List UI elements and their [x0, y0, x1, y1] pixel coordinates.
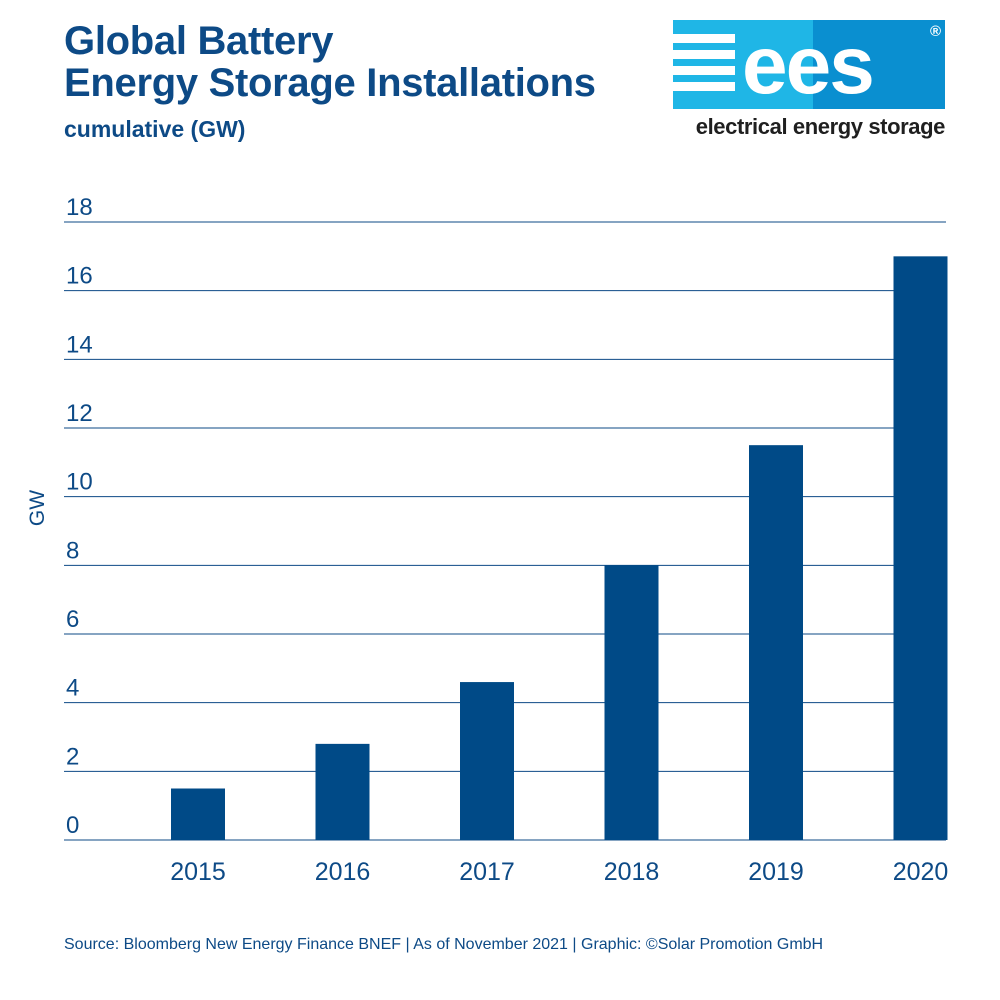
y-tick-label: 16: [66, 263, 93, 290]
y-tick-label: 2: [66, 743, 79, 770]
bar-2016: [315, 743, 370, 840]
y-tick-label: 14: [66, 331, 93, 358]
bar-2020: [893, 256, 948, 840]
chart-subtitle: cumulative (GW): [64, 116, 246, 142]
y-tick-label: 6: [66, 606, 79, 633]
title-line-2: Energy Storage Installations: [64, 61, 596, 105]
ees-logo: ees ® electrical energy storage: [673, 20, 945, 144]
title-line-1: Global Battery: [64, 19, 334, 63]
bar-2015: [171, 788, 225, 840]
bars: [171, 256, 948, 840]
y-tick-label: 10: [66, 469, 93, 496]
y-tick-label: 18: [66, 194, 93, 221]
x-tick-label: 2020: [893, 858, 949, 886]
y-tick-label: 12: [66, 400, 93, 427]
logo-tagline: electrical energy storage: [695, 114, 946, 139]
bar-2017: [460, 682, 514, 840]
x-tick-label: 2015: [170, 858, 226, 886]
x-tick-label: 2018: [604, 858, 660, 886]
y-tick-label: 4: [66, 675, 79, 702]
y-tick-label: 8: [66, 537, 79, 564]
x-tick-label: 2017: [459, 858, 515, 886]
bar-2019: [749, 445, 803, 840]
x-axis-ticks: 2015 2016 2017 2018 2019 2020: [170, 858, 948, 886]
ees-logo-mark: ees ®: [673, 20, 945, 109]
registered-mark: ®: [930, 23, 941, 40]
y-axis-ticks: 0 2 4 6 8 10 12 14 16 18: [66, 194, 93, 839]
x-tick-label: 2019: [748, 858, 804, 886]
source-note: Source: Bloomberg New Energy Finance BNE…: [64, 936, 824, 953]
bar-2018: [604, 565, 659, 840]
y-tick-label: 0: [66, 812, 79, 839]
y-axis-label: GW: [26, 490, 49, 526]
logo-wordmark: ees: [742, 20, 873, 109]
chart-title: Global Battery Energy Storage Installati…: [64, 20, 596, 104]
x-tick-label: 2016: [315, 858, 371, 886]
